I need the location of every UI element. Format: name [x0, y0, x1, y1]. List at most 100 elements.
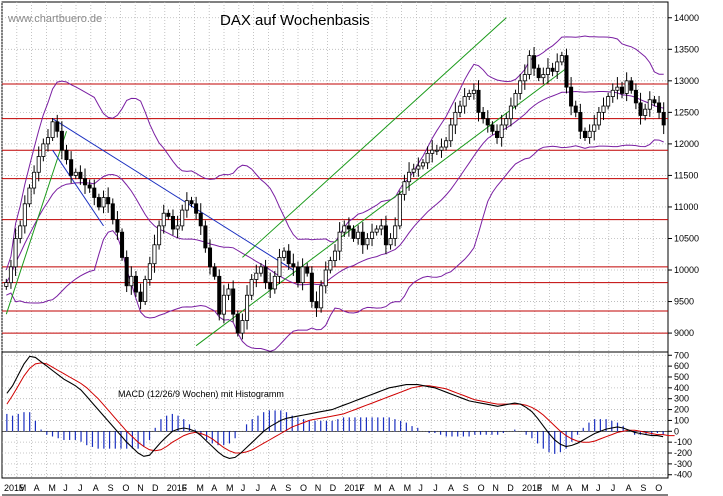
uptrend-line-2015	[5, 131, 67, 315]
candle-body	[69, 159, 74, 176]
macd-tick-label: -400	[674, 470, 692, 480]
candle-body	[129, 275, 134, 287]
candle-body	[96, 197, 101, 208]
candle-body	[638, 102, 643, 116]
candle-body	[499, 124, 504, 138]
month-tick-label: J	[78, 483, 83, 493]
candle-body	[388, 238, 393, 246]
price-tick-label: 11500	[674, 170, 698, 180]
candle-body	[351, 228, 356, 239]
macd-signal-line	[6, 362, 675, 454]
macd-tick-label: -100	[674, 437, 692, 447]
candle-body	[272, 275, 277, 290]
month-tick-label: J	[256, 483, 261, 493]
macd-line	[6, 355, 664, 459]
candle-body	[629, 80, 634, 91]
candle-body	[620, 86, 625, 94]
candle-body	[569, 86, 574, 107]
month-tick-label: A	[389, 483, 395, 493]
macd-tick-label: 400	[674, 383, 689, 393]
month-tick-label: S	[640, 483, 646, 493]
candle-body	[106, 197, 111, 205]
candle-body	[490, 124, 495, 132]
price-tick-label: 14000	[674, 13, 699, 23]
candle-body	[471, 89, 476, 94]
price-tick-label: 11000	[674, 202, 698, 212]
candle-body	[92, 187, 97, 198]
candle-body	[157, 225, 162, 246]
candle-body	[235, 313, 240, 334]
month-tick-label: J	[241, 483, 246, 493]
candle-body	[295, 266, 300, 284]
candle-body	[582, 130, 588, 138]
month-tick-label: F	[359, 483, 365, 493]
month-tick-label: J	[433, 483, 438, 493]
month-tick-label: M	[196, 483, 204, 493]
candle-body	[32, 171, 37, 189]
candle-body	[383, 225, 388, 246]
candle-body	[175, 225, 180, 230]
candle-body	[485, 118, 490, 126]
month-tick-label: A	[211, 483, 217, 493]
month-tick-label: M	[581, 483, 589, 493]
macd-tick-label: -300	[674, 459, 692, 469]
candle-body	[444, 140, 449, 148]
bollinger-middle-band	[5, 90, 664, 286]
macd-tick-label: 100	[674, 415, 689, 425]
month-tick-label: J	[596, 483, 601, 493]
downtrend-line-upper	[52, 118, 294, 271]
candle-body	[18, 225, 23, 239]
candle-body	[147, 263, 152, 280]
candle-body	[170, 216, 175, 230]
candle-body	[203, 225, 208, 249]
candle-body	[481, 111, 486, 120]
downtrend-line-lower	[52, 149, 104, 227]
candle-body	[462, 96, 467, 107]
candle-body	[231, 288, 236, 315]
candle-body	[453, 111, 458, 126]
uptrend-channel-upper	[242, 17, 507, 258]
candle-body	[365, 238, 370, 246]
candle-body	[87, 184, 92, 189]
month-tick-label: M	[48, 483, 56, 493]
price-tick-label: 9500	[674, 297, 694, 307]
month-tick-label: A	[270, 483, 276, 493]
candle-body	[370, 231, 375, 239]
candle-body	[194, 203, 199, 214]
price-tick-label: 12000	[674, 139, 699, 149]
month-tick-label: O	[655, 483, 662, 493]
month-tick-label: A	[626, 483, 632, 493]
macd-tick-label: 600	[674, 361, 689, 371]
candle-body	[82, 178, 88, 186]
uptrend-channel-lower	[195, 67, 567, 347]
candle-body	[286, 250, 291, 265]
candle-body	[55, 121, 60, 132]
candle-body	[64, 149, 69, 161]
candle-body	[13, 238, 18, 268]
candle-body	[143, 279, 148, 302]
candle-body	[101, 197, 106, 208]
month-tick-label: 2016	[167, 483, 187, 493]
month-tick-label: N	[492, 483, 499, 493]
candle-body	[374, 228, 379, 233]
candle-body	[124, 257, 129, 287]
candle-body	[360, 231, 365, 246]
candle-body	[439, 146, 444, 151]
candle-body	[532, 55, 537, 69]
price-tick-label: 13500	[674, 44, 699, 54]
candle-body	[504, 118, 509, 126]
candle-body	[249, 279, 254, 296]
month-tick-label: A	[448, 483, 454, 493]
candle-body	[138, 291, 143, 302]
candle-body	[189, 200, 194, 205]
candle-body	[258, 266, 263, 274]
candle-body	[282, 250, 287, 258]
candle-body	[263, 266, 268, 284]
candle-body	[518, 80, 523, 94]
candle-body	[115, 219, 120, 233]
candle-body	[268, 282, 273, 290]
macd-panel-title: MACD (12/26/9 Wochen) mit Histogramm	[118, 389, 284, 399]
candle-body	[555, 61, 560, 72]
candle-body	[592, 124, 597, 132]
